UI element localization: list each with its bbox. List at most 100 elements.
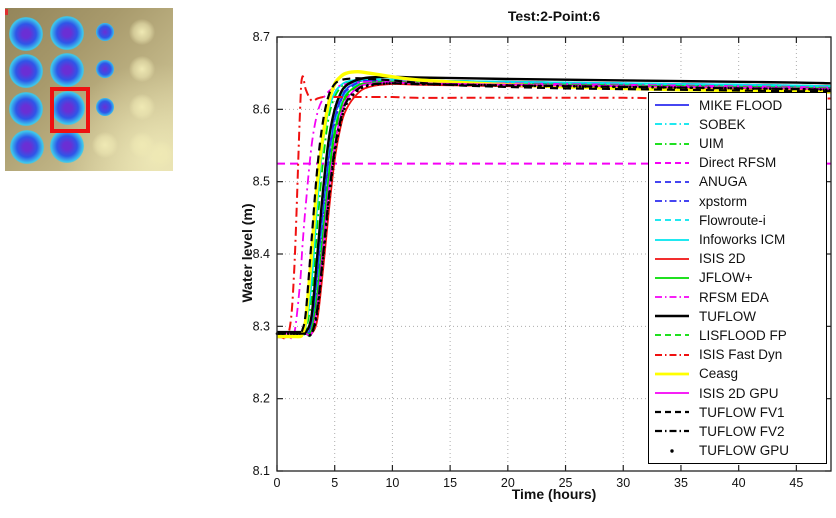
legend-line-sample (655, 200, 689, 203)
legend-item: TUFLOW (654, 307, 826, 325)
legend-label: MIKE FLOOD (699, 97, 783, 113)
y-tick-label: 8.2 (253, 392, 270, 406)
y-tick-label: 8.3 (253, 319, 270, 333)
legend-label: ISIS Fast Dyn (699, 347, 783, 363)
y-tick-label: 8.6 (253, 102, 270, 116)
series-line-tuflow-gpu (275, 81, 833, 337)
legend-line-sample (655, 181, 689, 183)
wet-point-blob (50, 53, 84, 87)
x-tick-label: 0 (274, 476, 281, 490)
legend-item: UIM (654, 135, 826, 153)
legend-line-sample (655, 104, 689, 107)
legend-item: ISIS 2D (654, 250, 826, 268)
x-tick-label: 40 (732, 476, 746, 490)
wet-point-blob (51, 91, 85, 125)
wet-point-blob (50, 16, 84, 50)
legend-label: RFSM EDA (699, 289, 769, 305)
legend-item: TUFLOW FV2 (654, 422, 826, 440)
legend-item: LISFLOOD FP (654, 326, 826, 344)
legend-line-sample (655, 276, 689, 279)
dry-spot (129, 56, 155, 82)
legend-line-sample (655, 392, 689, 394)
x-tick-label: 35 (674, 476, 688, 490)
legend-label: xpstorm (699, 193, 748, 209)
wet-point-blob (9, 17, 43, 51)
corner-artifact (5, 9, 8, 15)
legend-item: TUFLOW GPU (654, 442, 826, 460)
legend-item: Infoworks ICM (654, 231, 826, 249)
x-tick-label: 20 (501, 476, 515, 490)
wet-point-blob (50, 129, 84, 163)
series-line-lisflood-fp (276, 80, 832, 338)
dry-spot (92, 132, 118, 158)
legend-item: ISIS Fast Dyn (654, 346, 826, 364)
legend-line-sample (655, 334, 689, 337)
legend-item: TUFLOW FV1 (654, 403, 826, 421)
wet-point-blob-small (96, 23, 114, 41)
legend-label: JFLOW+ (699, 270, 753, 286)
legend-line-sample (655, 411, 689, 414)
legend-item: JFLOW+ (654, 269, 826, 287)
y-tick-label: 8.1 (253, 464, 270, 478)
x-tick-label: 30 (616, 476, 630, 490)
legend-line-sample (655, 296, 689, 298)
wet-point-blob (9, 54, 43, 88)
wet-point-blob-small (96, 98, 114, 116)
legend-line-sample (655, 353, 689, 356)
dry-spot (129, 94, 155, 120)
legend-item: ANUGA (654, 173, 826, 191)
legend-item: Flowroute-i (654, 211, 826, 229)
series-line-tuflow-fv2 (276, 82, 832, 337)
legend-item: xpstorm (654, 192, 826, 210)
series-line-isis-fast-dyn (276, 75, 831, 340)
legend-item: RFSM EDA (654, 288, 826, 306)
x-tick-label: 5 (331, 476, 338, 490)
flood-map-thumbnail (5, 8, 173, 171)
legend-line-sample (655, 372, 689, 376)
legend-label: TUFLOW FV1 (699, 404, 785, 420)
wet-point-blob (9, 92, 43, 126)
wet-point-blob (10, 130, 44, 164)
legend-line-sample (655, 315, 689, 318)
y-tick-label: 8.4 (253, 247, 270, 261)
wet-point-blob-small (96, 60, 114, 78)
legend-label: SOBEK (699, 116, 746, 132)
legend-item: MIKE FLOOD (654, 96, 826, 114)
legend-label: ANUGA (699, 174, 748, 190)
legend-label: TUFLOW (699, 308, 756, 324)
legend-item: Direct RFSM (654, 154, 826, 172)
legend-label: ISIS 2D (699, 251, 746, 267)
legend-item: ISIS 2D GPU (654, 384, 826, 402)
x-tick-label: 15 (443, 476, 457, 490)
legend-label: LISFLOOD FP (699, 327, 787, 343)
legend-label: Infoworks ICM (699, 232, 786, 247)
legend-line-sample (655, 257, 689, 260)
selected-point-highlight (50, 87, 90, 133)
legend-item: Ceasg (654, 365, 826, 383)
dry-spot (148, 141, 173, 167)
legend-label: UIM (699, 136, 724, 152)
x-tick-label: 25 (559, 476, 573, 490)
legend-line-sample (655, 123, 689, 126)
x-tick-label: 10 (385, 476, 399, 490)
dry-spot (129, 19, 155, 45)
legend-line-sample (655, 430, 689, 433)
y-tick-label: 8.5 (253, 175, 270, 189)
y-axis-label: Water level (m) (239, 203, 255, 303)
legend-label: TUFLOW FV2 (699, 423, 785, 439)
series-line-anuga (276, 79, 832, 336)
legend-line-sample (655, 219, 689, 222)
legend-label: Ceasg (699, 366, 739, 382)
legend-label: Direct RFSM (699, 155, 777, 171)
chart-legend: MIKE FLOOD SOBEK UIM Direct RFSM ANUGA xpstor… (648, 92, 827, 464)
legend-line-sample (655, 238, 689, 241)
legend-line-sample (655, 142, 689, 145)
legend-item: SOBEK (654, 115, 826, 133)
y-tick-label: 8.7 (253, 30, 270, 44)
legend-line-sample (655, 161, 689, 164)
legend-label: ISIS 2D GPU (699, 385, 779, 401)
legend-line-sample (670, 448, 674, 453)
legend-label: TUFLOW GPU (699, 443, 789, 459)
chart-title: Test:2-Point:6 (507, 8, 601, 24)
x-axis-label: Time (hours) (511, 486, 597, 502)
